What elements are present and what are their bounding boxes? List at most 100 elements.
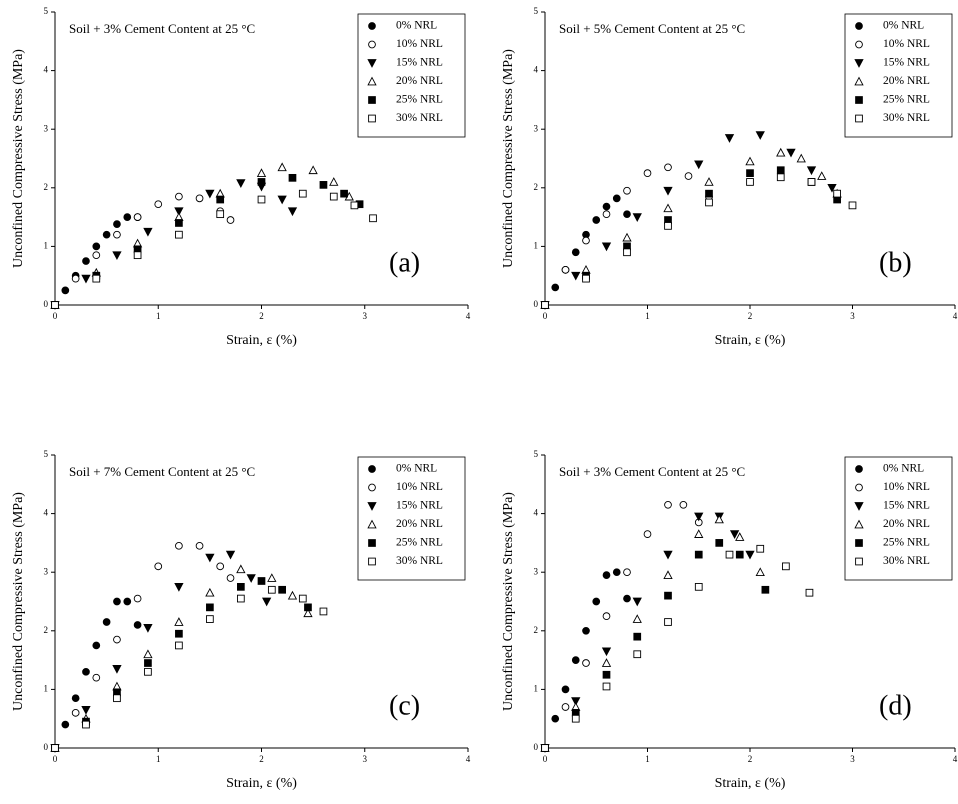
data-point [81,706,91,715]
data-point [582,626,590,635]
panel: 0 1 2 3 4 5 0 1 2 3 4 Strain, ε (%) Unconfined Compr… [11,6,471,348]
data-point [551,714,560,723]
data-point [236,564,246,574]
data-point [664,618,672,626]
data-point [92,251,101,260]
data-point [278,585,287,594]
data-point [174,617,184,626]
data-point [623,186,631,195]
data-point [154,562,163,571]
legend-marker [368,22,376,30]
data-point [582,274,590,283]
y-tick-label: 1 [534,683,539,693]
data-point [561,265,570,274]
data-point [761,585,770,594]
data-point [154,200,163,209]
data-point [298,189,307,198]
data-point [694,529,704,538]
legend-marker [368,40,376,49]
y-axis-label: Unconfined Compressive Stress (MPa) [501,492,516,711]
data-point [123,213,132,221]
data-point [226,216,235,224]
data-point [755,131,765,140]
y-tick-label: 5 [534,6,539,16]
legend-marker [367,519,377,529]
data-point [133,213,142,221]
data-point [287,207,298,217]
data-point [82,257,90,265]
chart-title: Soil + 5% Cement Content at 25 °C [559,21,745,36]
data-point [144,659,152,667]
legend-label: 30% NRL [883,555,930,567]
y-tick-label: 2 [44,625,49,635]
data-point [694,160,704,170]
data-point [848,201,857,210]
data-point [369,214,377,223]
data-point [175,629,183,638]
legend-label: 15% NRL [396,500,443,512]
data-point [633,650,642,659]
data-point [329,192,338,201]
x-tick-label: 4 [953,311,958,321]
data-point [664,222,672,230]
data-point [319,607,328,616]
data-point [112,251,122,261]
y-axis-label: Unconfined Compressive Stress (MPa) [11,49,26,268]
data-point [236,583,245,591]
data-point [694,512,704,522]
data-point [612,568,621,577]
data-point [623,210,631,219]
x-tick-label: 1 [156,311,161,321]
x-tick-label: 3 [850,311,855,321]
legend-label: 10% NRL [883,38,930,50]
x-tick-label: 0 [53,754,58,764]
data-point [175,541,183,550]
legend-label: 10% NRL [396,38,443,50]
data-point [143,227,153,237]
data-point [112,665,122,674]
data-point [602,670,611,679]
legend-label: 20% NRL [883,75,930,87]
data-point [561,703,570,711]
legend-label: 25% NRL [883,537,930,549]
data-point [195,541,204,550]
data-point [206,603,214,612]
data-point [308,165,318,175]
x-tick-label: 2 [259,311,264,321]
data-point [663,203,673,213]
data-point [133,251,142,260]
panel: 0 1 2 3 4 5 0 1 2 3 4 Strain, ε (%) Unconfined Compr… [11,449,471,791]
data-point [643,169,652,178]
legend-label: 0% NRL [396,20,437,32]
data-point [571,714,580,723]
legend-label: 0% NRL [883,463,924,475]
data-point [582,236,590,245]
panel-label: (c) [389,690,420,721]
data-point [806,166,817,176]
data-point [257,195,266,204]
data-point [612,194,621,203]
data-point [776,166,785,175]
legend-marker [854,59,864,68]
chart-title: Soil + 3% Cement Content at 25 °C [69,21,255,36]
legend-marker [367,502,377,511]
legend-label: 10% NRL [883,481,930,493]
data-point [704,177,714,186]
data-point [133,594,142,603]
data-point [61,286,70,295]
data-point [776,147,786,157]
data-point [257,577,266,585]
data-point [175,230,183,239]
y-tick-label: 4 [534,508,539,518]
data-point [827,183,837,193]
data-point [102,618,111,626]
data-point [51,301,59,309]
x-tick-label: 0 [543,311,548,321]
legend-label: 15% NRL [396,57,443,69]
data-point [623,594,631,603]
legend-marker [855,539,863,547]
data-point [807,178,816,186]
data-point [679,500,688,509]
data-point [236,179,246,188]
legend-marker [367,76,377,86]
